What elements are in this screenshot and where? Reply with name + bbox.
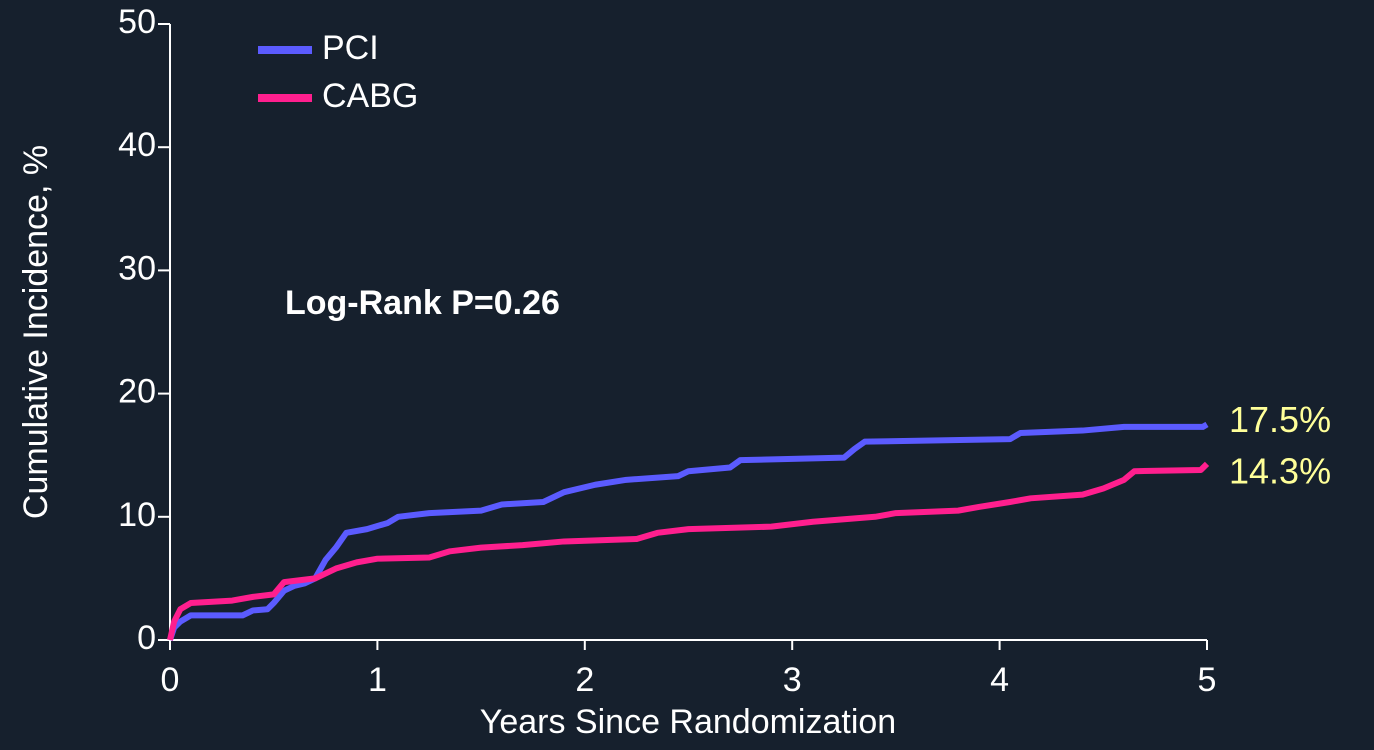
legend-label: PCI: [322, 29, 379, 67]
y-tick-label: 10: [118, 496, 156, 534]
x-tick-label: 3: [783, 661, 802, 699]
y-tick-label: 20: [118, 373, 156, 411]
y-tick-label: 50: [118, 3, 156, 41]
y-tick-label: 30: [118, 249, 156, 287]
x-tick-label: 1: [368, 661, 387, 699]
x-tick-label: 0: [161, 661, 180, 699]
y-tick-label: 40: [118, 126, 156, 164]
data-line: [167, 461, 1210, 641]
end-label: 17.5%: [1229, 399, 1331, 440]
x-axis-title: Years Since Randomization: [480, 703, 896, 741]
annotation: Log-Rank P=0.26: [285, 284, 560, 322]
y-tick-label: 0: [137, 619, 156, 657]
legend-label: CABG: [322, 77, 418, 115]
end-label: 14.3%: [1229, 450, 1331, 491]
y-axis-title: Cumulative Incidence, %: [17, 145, 55, 519]
x-tick-label: 5: [1198, 661, 1217, 699]
x-tick-label: 4: [990, 661, 1009, 699]
data-line: [167, 421, 1209, 641]
x-tick-label: 2: [575, 661, 594, 699]
